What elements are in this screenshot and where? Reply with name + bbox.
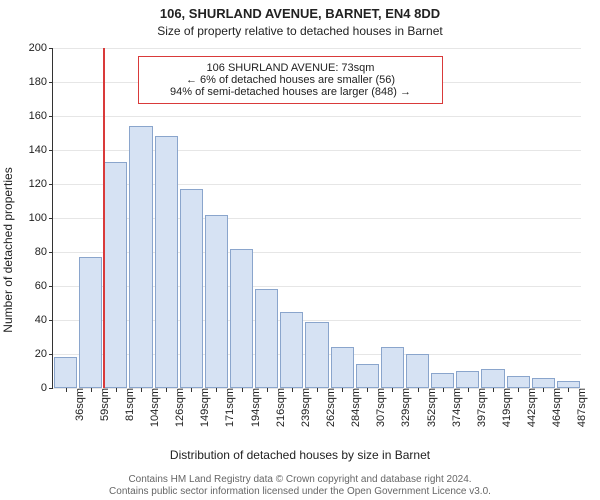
annotation-box: 106 SHURLAND AVENUE: 73sqm← 6% of detach… — [138, 56, 443, 104]
x-tick-label: 352sqm — [422, 388, 438, 427]
x-tick-label: 487sqm — [572, 388, 588, 427]
bar — [456, 371, 479, 388]
bar — [356, 364, 379, 388]
chart-subtitle: Size of property relative to detached ho… — [0, 24, 600, 38]
x-tick-label: 262sqm — [321, 388, 337, 427]
y-tick-label: 180 — [29, 76, 53, 88]
x-tick-mark — [267, 388, 268, 392]
x-tick-label: 374sqm — [447, 388, 463, 427]
x-tick-mark — [518, 388, 519, 392]
x-tick-label: 149sqm — [195, 388, 211, 427]
bar — [406, 354, 429, 388]
x-tick-mark — [166, 388, 167, 392]
x-tick-mark — [367, 388, 368, 392]
y-tick-label: 100 — [29, 212, 53, 224]
x-tick-label: 397sqm — [472, 388, 488, 427]
bar — [180, 189, 203, 388]
x-tick-label: 307sqm — [371, 388, 387, 427]
x-tick-mark — [216, 388, 217, 392]
x-tick-mark — [568, 388, 569, 392]
x-tick-mark — [242, 388, 243, 392]
plot-area: 020406080100120140160180200 36sqm59sqm81… — [52, 48, 581, 389]
x-tick-mark — [91, 388, 92, 392]
x-tick-mark — [418, 388, 419, 392]
x-tick-mark — [468, 388, 469, 392]
y-tick-label: 200 — [29, 42, 53, 54]
x-tick-label: 442sqm — [522, 388, 538, 427]
bar — [205, 215, 228, 388]
bar — [481, 369, 504, 388]
annotation-line: ← 6% of detached houses are smaller (56) — [144, 74, 437, 86]
x-tick-mark — [317, 388, 318, 392]
x-tick-label: 81sqm — [120, 388, 136, 421]
x-tick-mark — [191, 388, 192, 392]
chart-title: 106, SHURLAND AVENUE, BARNET, EN4 8DD — [0, 6, 600, 21]
y-tick-label: 140 — [29, 144, 53, 156]
x-tick-label: 171sqm — [220, 388, 236, 427]
x-tick-label: 419sqm — [497, 388, 513, 427]
y-tick-label: 60 — [35, 280, 53, 292]
bar — [255, 289, 278, 388]
y-tick-label: 80 — [35, 246, 53, 258]
annotation-line: 94% of semi-detached houses are larger (… — [144, 86, 437, 98]
x-tick-mark — [443, 388, 444, 392]
x-tick-mark — [392, 388, 393, 392]
x-tick-mark — [493, 388, 494, 392]
bar — [381, 347, 404, 388]
attribution-line: Contains public sector information licen… — [0, 486, 600, 498]
x-tick-mark — [292, 388, 293, 392]
x-tick-mark — [116, 388, 117, 392]
bar — [532, 378, 555, 388]
bar — [557, 381, 580, 388]
x-tick-mark — [543, 388, 544, 392]
y-tick-label: 160 — [29, 110, 53, 122]
bar — [79, 257, 102, 388]
x-tick-label: 104sqm — [145, 388, 161, 427]
bar — [431, 373, 454, 388]
bar — [129, 126, 152, 388]
x-tick-label: 59sqm — [95, 388, 111, 421]
x-tick-label: 284sqm — [346, 388, 362, 427]
y-tick-label: 120 — [29, 178, 53, 190]
bar — [280, 312, 303, 389]
x-tick-label: 464sqm — [547, 388, 563, 427]
x-tick-mark — [342, 388, 343, 392]
marker-line — [103, 48, 105, 388]
x-tick-label: 194sqm — [246, 388, 262, 427]
x-tick-label: 126sqm — [170, 388, 186, 427]
x-tick-label: 239sqm — [296, 388, 312, 427]
y-axis-label: Number of detached properties — [1, 167, 15, 332]
bar — [230, 249, 253, 388]
bar — [331, 347, 354, 388]
x-tick-label: 329sqm — [396, 388, 412, 427]
x-tick-label: 36sqm — [70, 388, 86, 421]
y-tick-label: 40 — [35, 314, 53, 326]
x-tick-mark — [141, 388, 142, 392]
chart-container: { "title": "106, SHURLAND AVENUE, BARNET… — [0, 0, 600, 500]
y-tick-label: 0 — [41, 382, 53, 394]
bar — [54, 357, 77, 388]
attribution-line: Contains HM Land Registry data © Crown c… — [0, 474, 600, 486]
bar — [507, 376, 530, 388]
annotation-line: 106 SHURLAND AVENUE: 73sqm — [144, 62, 437, 74]
y-tick-label: 20 — [35, 348, 53, 360]
x-tick-mark — [66, 388, 67, 392]
attribution-text: Contains HM Land Registry data © Crown c… — [0, 474, 600, 498]
x-tick-label: 216sqm — [271, 388, 287, 427]
bar — [104, 162, 127, 388]
x-axis-label: Distribution of detached houses by size … — [0, 448, 600, 462]
bar — [305, 322, 328, 388]
bar — [155, 136, 178, 388]
